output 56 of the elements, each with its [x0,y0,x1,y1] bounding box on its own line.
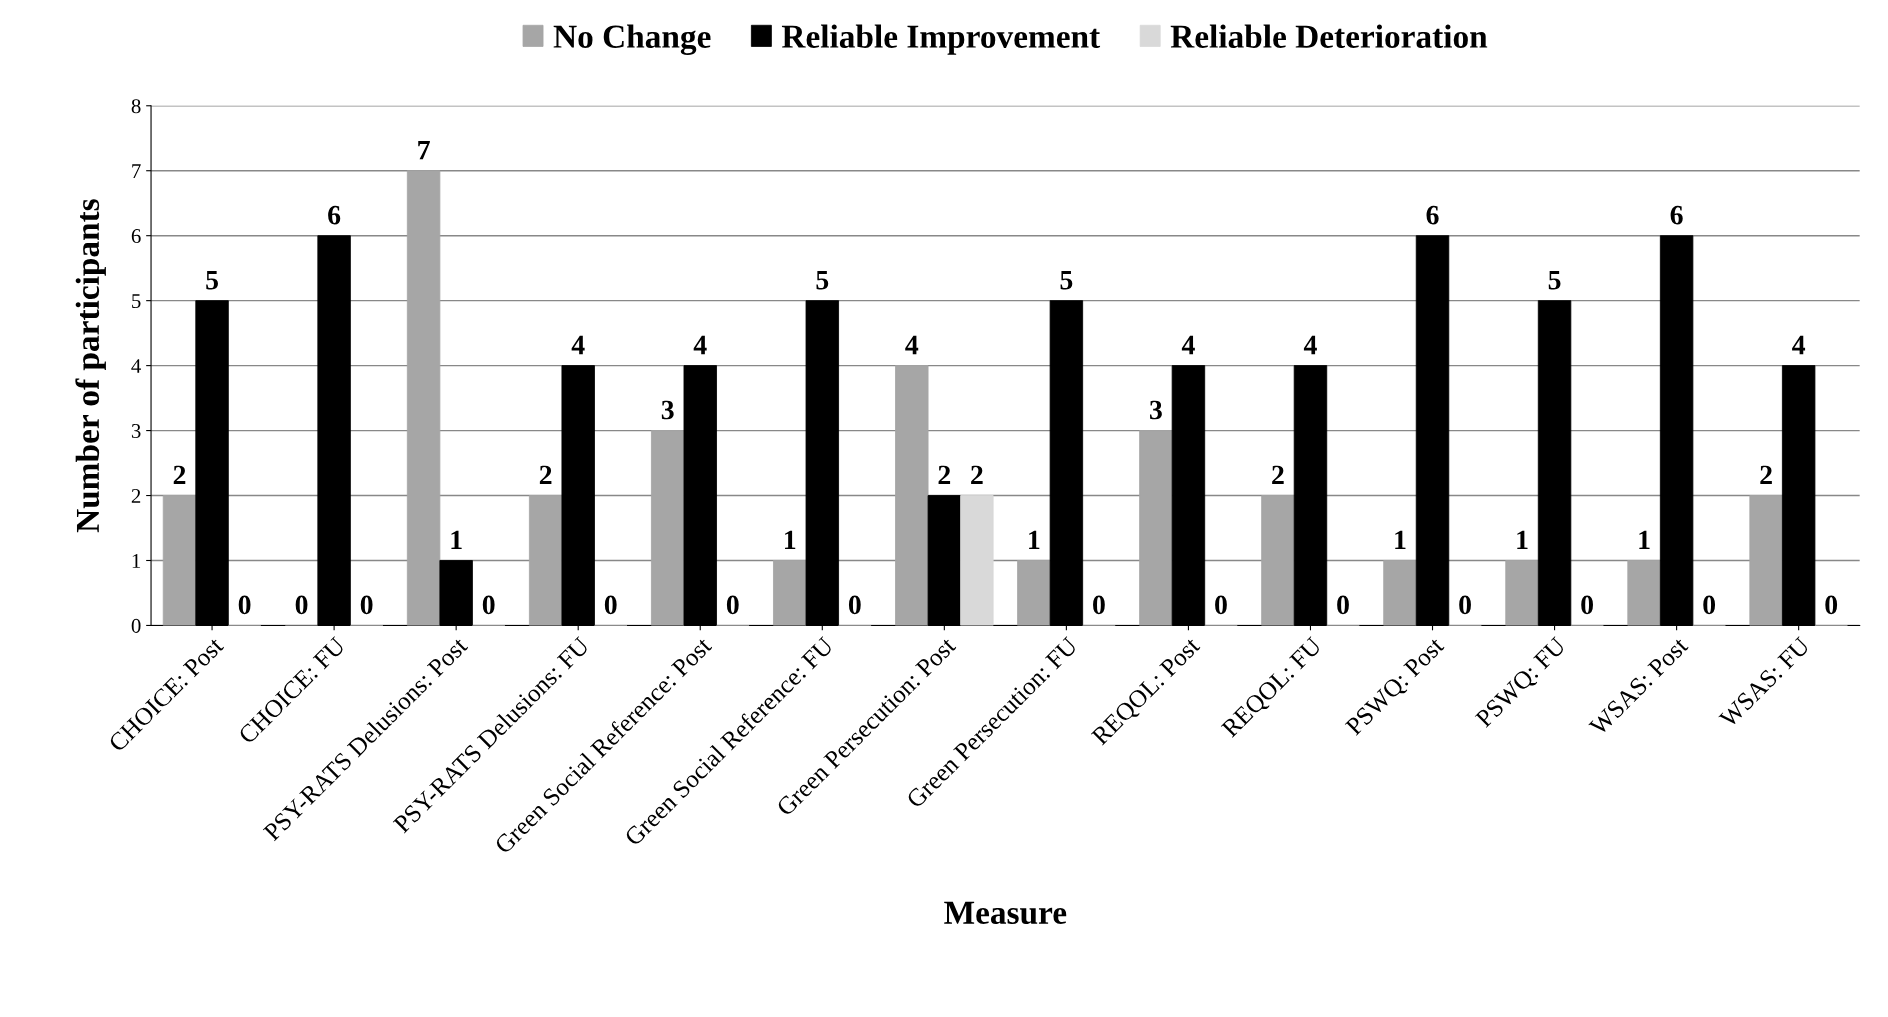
data-label: 6 [328,205,341,225]
data-label: 0 [1337,595,1349,615]
legend-label: No Change [553,24,711,55]
data-label: 2 [173,465,186,485]
data-label: 7 [418,141,430,160]
data-label: 0 [295,595,308,615]
data-label: 0 [1825,595,1838,615]
data-label: 1 [451,530,462,550]
y-tick-label: 0 [131,618,141,633]
data-label: 0 [726,595,739,615]
y-tick-label: 4 [131,359,141,373]
y-tick-label: 3 [131,424,141,439]
y-tick-label: 8 [131,99,141,114]
y-tick-label: 5 [132,294,141,309]
data-label: 0 [238,595,251,615]
data-label: 4 [905,335,919,355]
data-label: 2 [539,465,552,485]
data-label: 5 [1060,270,1073,290]
data-label: 0 [482,595,495,615]
data-label: 4 [1303,335,1317,355]
y-tick-label: 1 [132,553,141,568]
data-label: 1 [1639,530,1650,550]
data-label: 1 [1029,530,1040,550]
data-label: 0 [1093,595,1105,615]
data-label: 2 [1272,465,1284,485]
data-label: 0 [1459,595,1471,615]
y-tick-label: 2 [131,488,141,503]
y-axis-title: Number of participants [75,199,106,533]
data-label: 0 [360,595,373,615]
legend-label: Reliable Deterioration [1170,24,1488,48]
x-axis-title: Measure [944,901,1067,925]
data-label: 5 [816,270,829,290]
data-label: 1 [1517,530,1528,550]
data-label: 0 [1215,595,1227,615]
data-label: 2 [1760,465,1772,485]
data-label: 3 [661,400,674,420]
data-label: 1 [1395,530,1406,550]
data-label: 0 [848,595,861,615]
data-label: 6 [1426,205,1439,225]
data-label: 2 [938,465,951,485]
data-label: 4 [693,335,707,355]
data-label: 4 [1792,335,1806,355]
data-label: 5 [206,270,218,290]
data-label: 5 [1548,270,1561,290]
data-label: 0 [604,595,617,615]
data-label: 1 [785,530,796,550]
y-tick-label: 6 [131,229,141,244]
data-label: 6 [1670,205,1683,225]
data-label: 4 [1181,335,1195,355]
data-label: 2 [971,465,983,485]
data-label: 4 [571,335,585,355]
data-label: 0 [1703,595,1716,615]
data-label: 0 [1581,595,1593,615]
data-label: 3 [1149,400,1162,420]
y-tick-label: 7 [132,164,141,178]
legend-label: Reliable Improvement [781,24,1101,55]
